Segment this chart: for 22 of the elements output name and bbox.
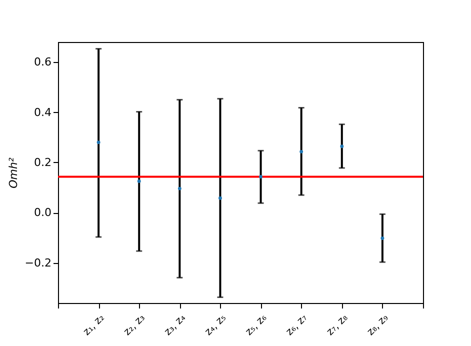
y-tick-label: −0.2 xyxy=(24,256,52,270)
x-tick-label: z₄, z₅ xyxy=(203,312,228,338)
y-axis-title: Omh² xyxy=(6,157,20,188)
x-tick-label: z₆, z₇ xyxy=(284,312,310,338)
x-tick-label: z₃, z₄ xyxy=(162,312,188,338)
point xyxy=(340,144,344,148)
point xyxy=(178,186,182,190)
x-tick-label: z₇, z₈ xyxy=(324,312,350,338)
point xyxy=(137,180,141,184)
point xyxy=(300,150,304,154)
x-tick-label: z₂, z₃ xyxy=(122,312,148,338)
x-tick-label: z₈, z₉ xyxy=(365,312,391,338)
point xyxy=(96,140,100,144)
y-tick-label: 0.2 xyxy=(34,156,52,169)
y-tick-label: 0.4 xyxy=(34,106,52,119)
point xyxy=(259,175,263,178)
x-tick-label: z₁, z₂ xyxy=(81,312,107,338)
point xyxy=(380,236,384,240)
y-tick-label: 0.0 xyxy=(34,206,52,220)
x-tick-label: z₅, z₆ xyxy=(244,312,270,338)
y-tick-label: 0.6 xyxy=(34,56,52,69)
point xyxy=(218,196,222,200)
